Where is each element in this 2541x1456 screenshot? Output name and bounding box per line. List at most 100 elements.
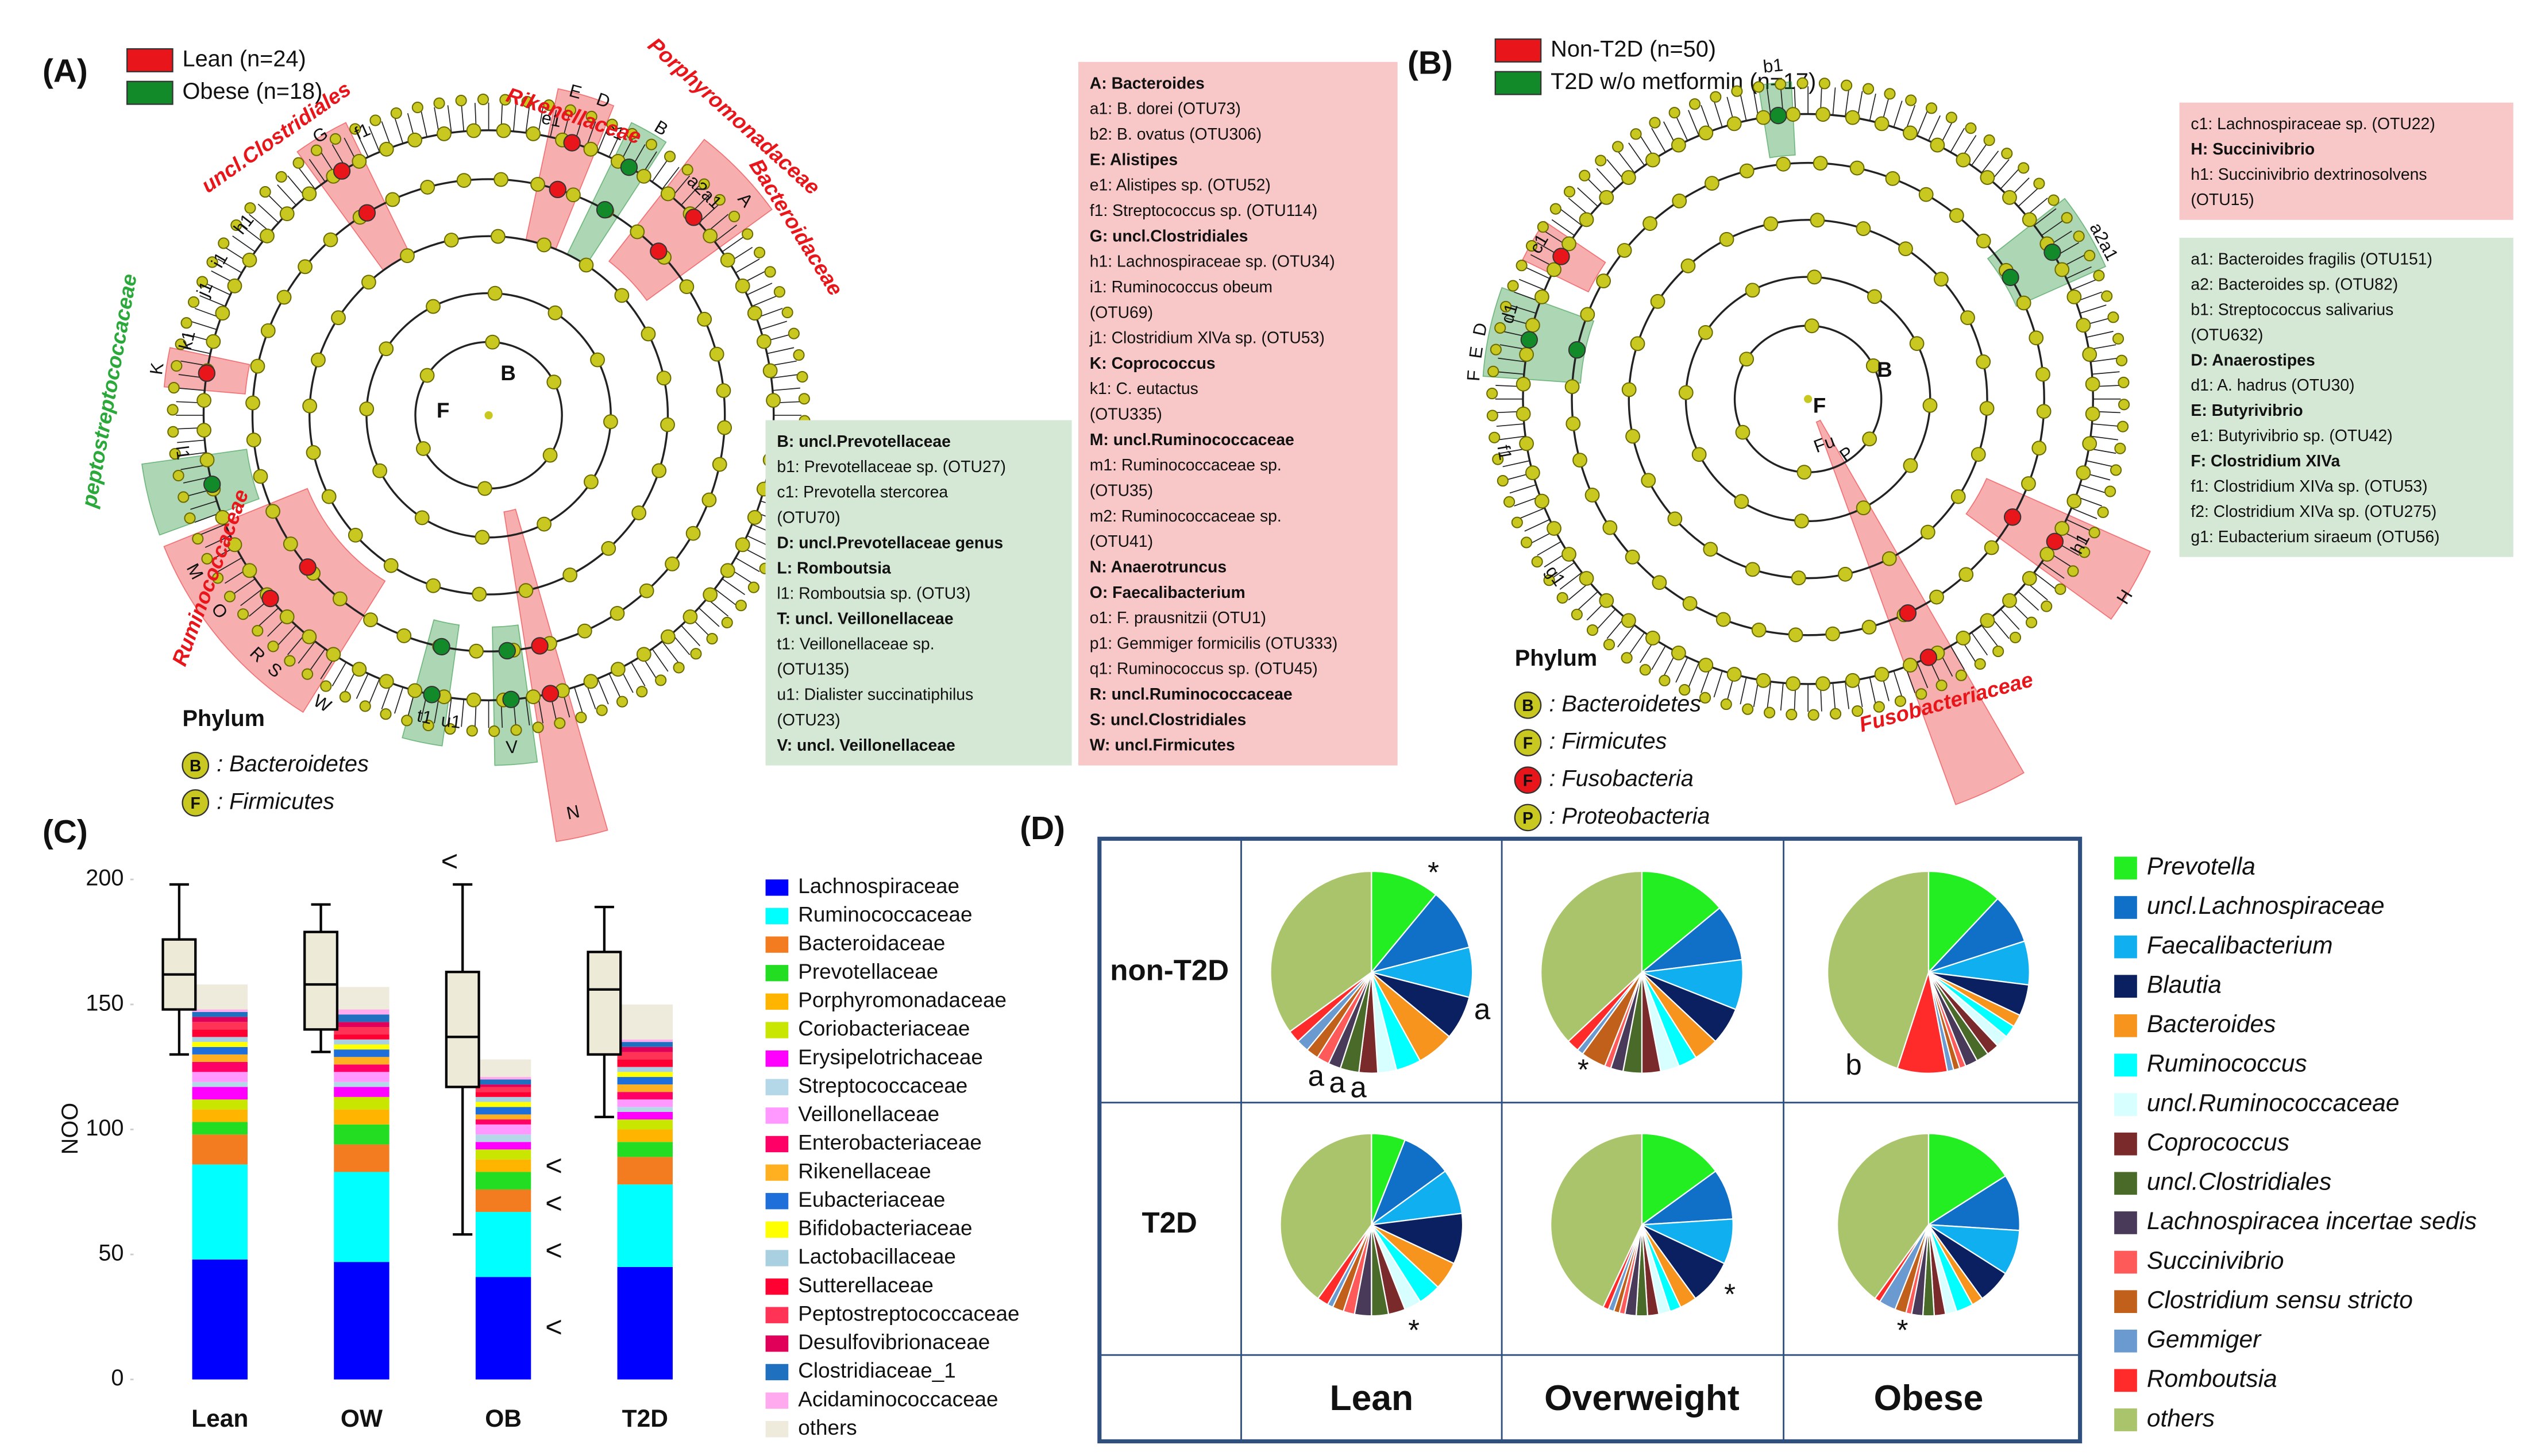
clade-node <box>2073 230 2085 242</box>
clade-node <box>1659 674 1671 686</box>
clade-node <box>2093 269 2105 281</box>
legend-swatch <box>765 1079 789 1095</box>
clade-branch <box>1950 128 1965 153</box>
clade-node <box>626 128 638 140</box>
clade-node <box>1867 289 1882 304</box>
clade-node <box>1775 78 1787 90</box>
pie-annotation: b <box>1845 1048 1861 1081</box>
clade-node <box>1671 645 1686 661</box>
info-line: K: Coprococcus <box>1090 354 1216 373</box>
clade-node <box>245 395 260 411</box>
clade-branch <box>1524 266 1550 279</box>
clade-node <box>753 246 766 258</box>
legend-swatch <box>2114 856 2137 880</box>
clade-node <box>2021 476 2036 491</box>
phylum-symbol-letter: F <box>1523 734 1533 752</box>
legend-label: uncl.Lachnospiraceae <box>2147 892 2385 920</box>
clade-branch <box>2018 591 2039 611</box>
bar-segment <box>334 1027 390 1035</box>
legend-swatch <box>2114 1290 2137 1314</box>
clade-node <box>703 228 718 244</box>
clade-node-significant <box>685 208 703 226</box>
clade-node <box>419 368 435 383</box>
bar-segment <box>617 1111 673 1120</box>
clade-node <box>437 126 452 141</box>
pie-slice <box>1369 1212 1464 1265</box>
clade-node-significant <box>433 638 450 656</box>
clade-node-significant <box>563 134 581 152</box>
clade-node <box>2033 177 2045 190</box>
legend-label: Obese (n=18) <box>183 79 323 104</box>
clade-node-significant <box>261 589 279 608</box>
clade-node <box>766 393 781 408</box>
clade-node <box>2067 565 2079 577</box>
legend-swatch <box>765 965 789 982</box>
clade-node <box>2054 583 2066 595</box>
legend-swatch <box>765 907 789 925</box>
info-line: b1: Streptococcus salivarius <box>2191 300 2393 319</box>
clade-node <box>721 616 733 629</box>
legend-label: Coriobacteriaceae <box>798 1017 970 1040</box>
clade-node <box>237 608 249 620</box>
clade-node <box>1652 575 1667 590</box>
clade-node <box>2084 249 2096 262</box>
clade-node <box>223 590 236 603</box>
clade-node <box>206 256 218 268</box>
clade-node <box>426 578 441 593</box>
clade-node <box>192 532 204 545</box>
phylum-center-label: B <box>1877 358 1892 381</box>
clade-node <box>1903 458 1918 473</box>
pie-slice <box>1279 1133 1372 1300</box>
clade-node <box>1671 137 1686 153</box>
legend-label: Gemmiger <box>2147 1326 2262 1353</box>
legend-label: Clostridium sensu stricto <box>2147 1286 2413 1314</box>
bar-segment <box>334 1096 390 1110</box>
clade-node-significant <box>502 690 520 708</box>
clade-branch <box>356 132 369 157</box>
bar-segment <box>617 1004 673 1040</box>
clade-node <box>2026 616 2038 628</box>
node-label: F <box>1463 369 1484 381</box>
clade-node-significant <box>498 642 516 660</box>
bar-segment <box>334 1022 390 1028</box>
clade-node <box>488 725 500 737</box>
clade-node <box>1630 128 1642 140</box>
clade-branch <box>2086 331 2114 338</box>
info-line: (OTU15) <box>2191 191 2254 209</box>
clade-branch <box>1688 662 1700 689</box>
legend-label: Eubacteriaceae <box>798 1188 945 1211</box>
legend-swatch <box>765 1307 789 1323</box>
clade-node <box>306 445 321 460</box>
clade-node <box>518 583 534 598</box>
clade-node <box>1490 343 1502 356</box>
clade-branch <box>698 607 720 627</box>
legend-swatch <box>765 1392 789 1409</box>
pie-annotation: * <box>1408 1314 1420 1346</box>
info-line: j1: Clostridium XlVa sp. (OTU53) <box>1089 329 1325 347</box>
clade-node <box>1516 406 1531 422</box>
significance-mark: < <box>545 1310 562 1343</box>
clade-branch <box>1893 670 1903 698</box>
clade-branch <box>608 673 622 699</box>
clade-branch <box>2034 572 2057 590</box>
clade-node <box>171 360 183 372</box>
clade-branch <box>331 662 347 686</box>
clade-branch <box>597 678 609 705</box>
clade-node <box>1980 170 1995 185</box>
clade-node <box>706 632 718 645</box>
clade-node <box>1579 212 1594 227</box>
bar-segment <box>475 1114 531 1120</box>
y-tick-label: 200 <box>86 866 124 891</box>
phylum-symbol-letter: B <box>1522 697 1533 715</box>
clade-node <box>636 168 651 184</box>
legend-label: Clostridiaceae_1 <box>798 1359 956 1382</box>
box <box>303 930 339 1031</box>
pie-slice <box>1641 1133 1717 1226</box>
clade-node <box>379 141 394 157</box>
bar-segment <box>334 1172 390 1262</box>
clade-node <box>1500 300 1512 312</box>
clade-branch <box>2018 187 2039 207</box>
bar-segment <box>617 1059 673 1067</box>
clade-branch <box>1496 423 1524 427</box>
legend-label: Enterobacteriaceae <box>798 1131 982 1154</box>
